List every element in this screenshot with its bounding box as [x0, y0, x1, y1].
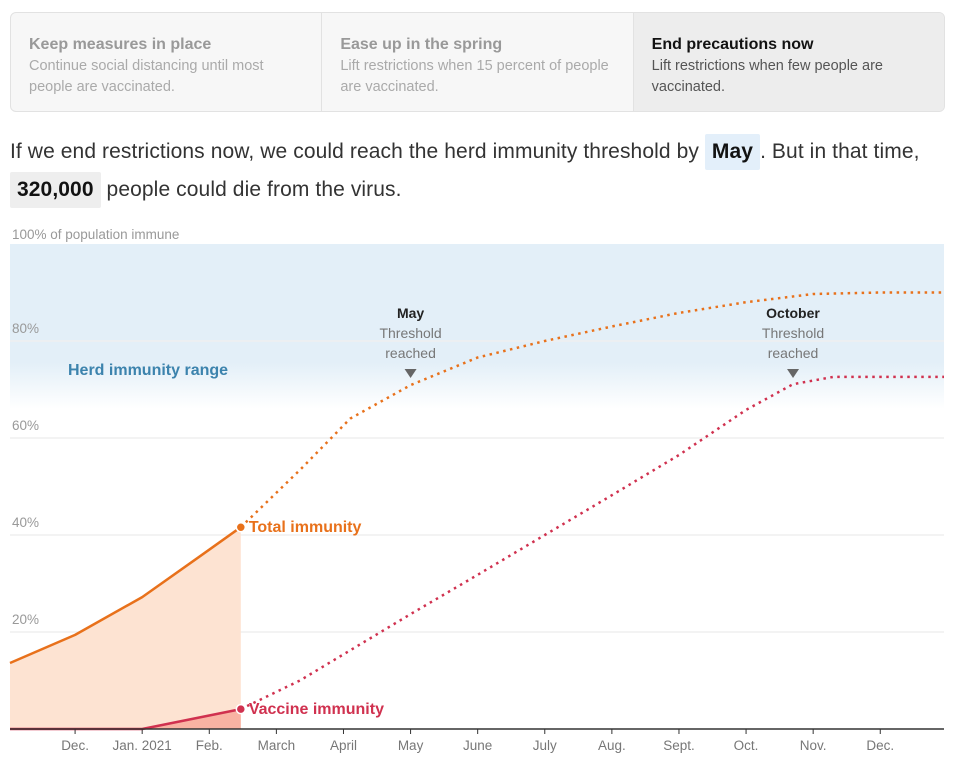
- tab-description: Continue social distancing until most pe…: [29, 58, 264, 95]
- total-immunity-label: Total immunity: [249, 519, 362, 536]
- x-tick-label: Nov.: [800, 738, 827, 753]
- x-tick-label: Aug.: [598, 738, 626, 753]
- summary-text: . But in that time,: [760, 140, 920, 163]
- x-tick-label: May: [398, 738, 424, 753]
- tab-description: Lift restrictions when few people are va…: [651, 58, 883, 95]
- x-tick-label: April: [330, 738, 357, 753]
- total-immunity-projection: [239, 291, 944, 529]
- vaccine-immunity-area: [10, 709, 241, 729]
- scenario-tabs: Keep measures in place Continue social d…: [10, 12, 945, 112]
- tab-end-precautions[interactable]: End precautions now Lift restrictions wh…: [633, 13, 944, 111]
- x-tick-label: Dec.: [61, 738, 89, 753]
- threshold-annotation-text: Threshold: [762, 325, 824, 341]
- tab-keep-measures[interactable]: Keep measures in place Continue social d…: [11, 13, 323, 111]
- total-immunity-point: [235, 521, 247, 533]
- threshold-annotation-text: reached: [385, 345, 436, 361]
- tab-title: End precautions now: [651, 36, 814, 53]
- x-tick-label: March: [258, 738, 296, 753]
- x-tick-label: Dec.: [866, 738, 894, 753]
- vaccine-immunity-label: Vaccine immunity: [249, 701, 384, 718]
- x-tick-label: Feb.: [196, 738, 223, 753]
- y-tick-label: 60%: [12, 418, 39, 433]
- immunity-chart: Dec. Jan. 2021 Feb. March April May June July Au…: [9, 227, 944, 753]
- threshold-month-highlight: May: [704, 134, 761, 170]
- y-tick-label: 80%: [12, 321, 39, 336]
- threshold-annotation-title: May: [397, 305, 424, 321]
- tab-ease-up[interactable]: Ease up in the spring Lift restrictions …: [322, 13, 634, 111]
- total-immunity-area: [10, 527, 241, 729]
- total-immunity-line: [9, 526, 242, 665]
- x-tick-label: June: [463, 738, 492, 753]
- triangle-down-icon: [404, 369, 417, 378]
- y-axis-top-label: 100% of population immune: [12, 227, 179, 242]
- herd-immunity-band: [10, 244, 944, 409]
- x-tick-label: July: [533, 738, 557, 753]
- herd-immunity-label: Herd immunity range: [68, 362, 228, 379]
- y-tick-label: 40%: [12, 515, 39, 530]
- summary-text: If we end restrictions now, we could rea…: [10, 140, 705, 163]
- threshold-annotation-text: reached: [768, 345, 819, 361]
- threshold-annotation-text: Threshold: [379, 325, 441, 341]
- x-tick-label: Sept.: [663, 738, 695, 753]
- tab-title: Ease up in the spring: [340, 36, 503, 53]
- tab-title: Keep measures in place: [29, 36, 212, 53]
- y-tick-label: 20%: [12, 612, 39, 627]
- triangle-down-icon: [787, 369, 800, 378]
- x-tick-label: Jan. 2021: [113, 738, 172, 753]
- tab-description: Lift restrictions when 15 percent of peo…: [340, 58, 609, 95]
- vaccine-immunity-point: [235, 703, 247, 715]
- x-tick-label: Oct.: [734, 738, 759, 753]
- scenario-summary: If we end restrictions now, we could rea…: [10, 133, 950, 209]
- vaccine-immunity-projection: [240, 375, 944, 711]
- threshold-annotation-title: October: [766, 305, 820, 321]
- summary-text: people could die from the virus.: [100, 178, 402, 201]
- deaths-highlight: 320,000: [10, 172, 101, 208]
